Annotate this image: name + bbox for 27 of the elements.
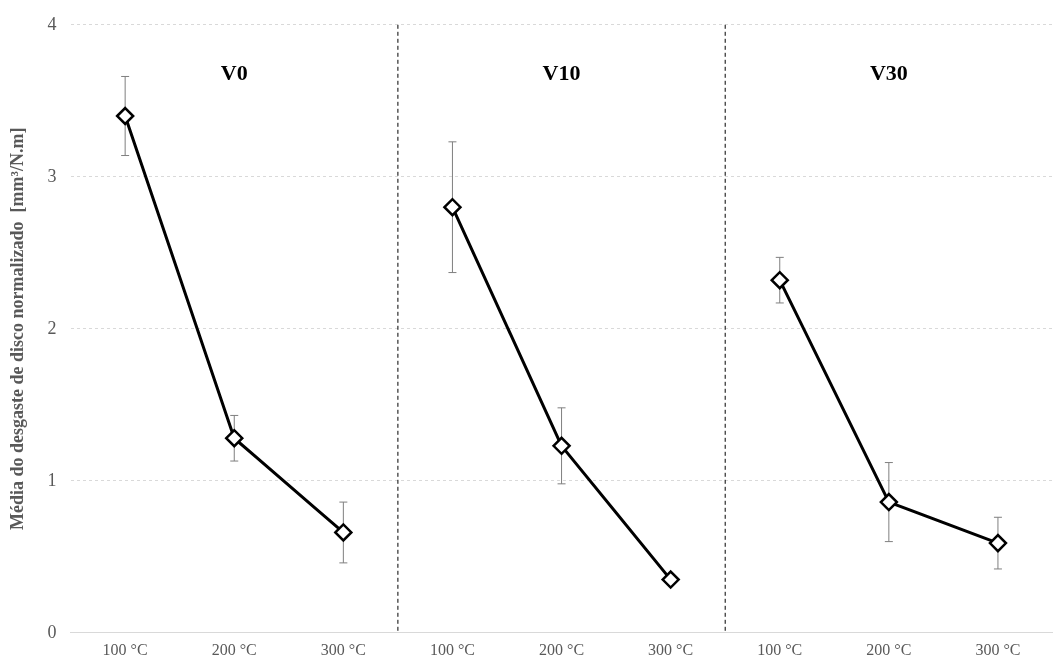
- y-tick-label: 4: [47, 13, 57, 34]
- y-tick-label: 1: [47, 469, 57, 490]
- point: [225, 428, 244, 448]
- x-tick-label: 300 °C: [975, 640, 1021, 658]
- annotation: V10: [542, 60, 581, 86]
- point: [115, 106, 135, 126]
- annotation: V30: [869, 60, 908, 86]
- y-tick-label: 2: [47, 317, 57, 338]
- point: [770, 270, 789, 290]
- point: [879, 492, 899, 512]
- point: [552, 436, 571, 456]
- x-tick-label: 200 °C: [866, 640, 912, 658]
- x-tick-label: 100 °C: [757, 640, 803, 658]
- x-tick-label: 100 °C: [429, 640, 475, 658]
- x-tick-label: 200 °C: [539, 640, 585, 658]
- point: [661, 570, 680, 589]
- x-tick-label: 100 °C: [102, 640, 148, 658]
- x-tick-label: 200 °C: [211, 640, 257, 658]
- point: [443, 197, 462, 217]
- annotation: V0: [220, 60, 248, 86]
- y-tick-label: 3: [47, 165, 57, 186]
- x-tick-label: 300 °C: [320, 640, 366, 658]
- y-axis-title: Média do desgaste de disco normalizado [mm³/N.m]: [7, 127, 28, 530]
- point: [988, 533, 1008, 553]
- x-tick-label: 300 °C: [648, 640, 694, 658]
- point: [334, 523, 353, 542]
- y-tick-label: 0: [47, 621, 57, 642]
